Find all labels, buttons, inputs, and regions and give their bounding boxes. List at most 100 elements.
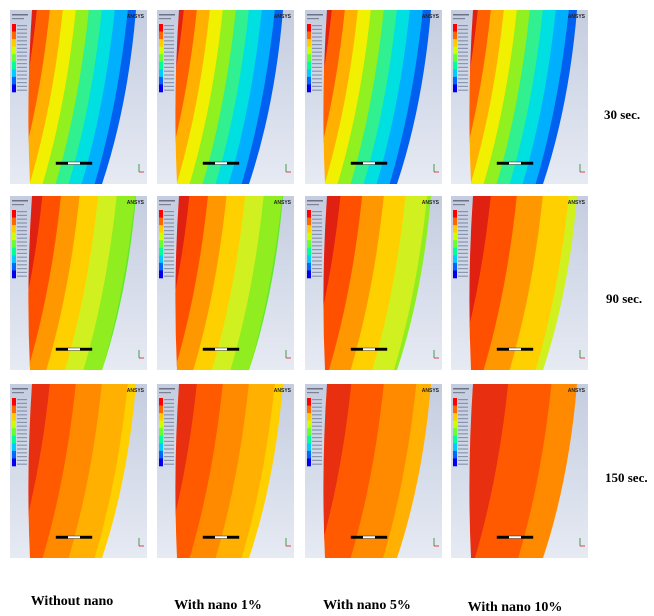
legend-swatch <box>307 76 311 85</box>
legend-tick-text <box>312 456 322 458</box>
legend-tick-text <box>164 214 174 216</box>
legend-swatch <box>307 255 311 264</box>
contour-band <box>350 10 398 184</box>
legend-swatch <box>453 61 457 70</box>
legend-swatch <box>159 450 163 459</box>
contour-band <box>45 196 100 370</box>
legend-swatch <box>12 217 16 226</box>
legend-tick-text <box>458 440 468 442</box>
legend-tick-text <box>458 40 468 42</box>
legend-tick-text <box>458 36 468 38</box>
legend-tick-text <box>458 433 468 435</box>
contour-band <box>42 10 90 184</box>
legend-tick-text <box>312 399 322 401</box>
legend-tick-text <box>17 402 27 404</box>
contour-band <box>382 384 431 558</box>
legend-tick-text <box>312 249 322 251</box>
legend-swatch <box>12 69 16 78</box>
contour-panel: ANSYS <box>451 196 588 370</box>
legend-swatch <box>307 398 311 406</box>
legend-tick-text <box>164 414 174 416</box>
legend-tick-text <box>458 214 468 216</box>
legend-swatch <box>12 247 16 256</box>
axis-triad <box>433 164 439 173</box>
legend-swatch <box>12 24 16 32</box>
legend-tick-text <box>17 399 27 401</box>
legend-tick-text <box>17 418 27 420</box>
scale-bar <box>202 347 240 351</box>
legend-swatch <box>12 84 16 93</box>
legend-swatch <box>12 61 16 70</box>
legend-title <box>159 388 175 390</box>
ansys-logo: ANSYS <box>127 14 145 20</box>
legend-tick-text <box>17 241 27 243</box>
contour-band <box>82 196 136 370</box>
legend-swatch <box>453 405 457 414</box>
contour-band <box>241 10 283 184</box>
col-label-nano-10: With nano 10% <box>467 600 563 615</box>
legend-tick-text <box>312 66 322 68</box>
legend-subtitle <box>12 204 24 206</box>
legend-swatch <box>307 405 311 414</box>
legend-swatch <box>159 247 163 256</box>
contour-band <box>28 384 51 558</box>
legend-tick-text <box>312 256 322 258</box>
contour-band <box>42 384 103 558</box>
legend-tick-text <box>312 36 322 38</box>
legend-swatch <box>453 428 457 437</box>
legend-tick-text <box>458 463 468 465</box>
legend-title <box>307 388 323 390</box>
legend-tick-text <box>458 452 468 454</box>
legend-swatch <box>307 31 311 40</box>
legend-tick-text <box>164 459 174 461</box>
legend-tick-text <box>164 437 174 439</box>
legend-tick-text <box>17 237 27 239</box>
legend-tick-text <box>458 82 468 84</box>
legend-tick-text <box>458 89 468 91</box>
legend-tick-text <box>164 452 174 454</box>
legend-swatch <box>159 255 163 264</box>
legend-swatch <box>159 232 163 241</box>
legend-tick-text <box>458 78 468 80</box>
legend-tick-text <box>458 241 468 243</box>
legend-tick-text <box>312 55 322 57</box>
legend-swatch <box>453 262 457 271</box>
legend-tick-text <box>17 433 27 435</box>
legend-tick-text <box>458 459 468 461</box>
legend-swatch <box>12 262 16 271</box>
legend-swatch <box>453 240 457 249</box>
legend-swatch <box>453 54 457 63</box>
contour-band <box>28 10 64 184</box>
legend-tick-text <box>312 214 322 216</box>
legend-tick-text <box>17 78 27 80</box>
contour-band <box>175 196 210 370</box>
legend-tick-text <box>164 421 174 423</box>
legend-tick-text <box>312 237 322 239</box>
legend-tick-text <box>17 226 27 228</box>
legend-swatch <box>159 398 163 406</box>
legend-tick-text <box>458 32 468 34</box>
legend-swatch <box>159 24 163 32</box>
legend-tick-text <box>164 418 174 420</box>
legend-tick-text <box>164 429 174 431</box>
row-label-90: 90 sec. <box>606 291 643 306</box>
legend-tick-text <box>164 59 174 61</box>
legend-tick-text <box>312 32 322 34</box>
legend-tick-text <box>164 256 174 258</box>
contour-band <box>215 10 263 184</box>
legend-tick-text <box>17 74 27 76</box>
contour-panel: ANSYS <box>10 196 147 370</box>
legend-tick-text <box>164 78 174 80</box>
legend-tick-text <box>458 222 468 224</box>
legend-swatch <box>12 240 16 249</box>
legend-tick-text <box>458 421 468 423</box>
legend-tick-text <box>164 51 174 53</box>
col-label-without-nano: Without nano <box>30 594 114 609</box>
scale-bar <box>350 535 388 539</box>
legend-swatch <box>453 217 457 226</box>
legend-tick-text <box>312 252 322 254</box>
contour-band <box>68 384 129 558</box>
contour-band <box>474 384 553 558</box>
legend-swatch <box>307 39 311 47</box>
contour-band <box>175 196 228 370</box>
